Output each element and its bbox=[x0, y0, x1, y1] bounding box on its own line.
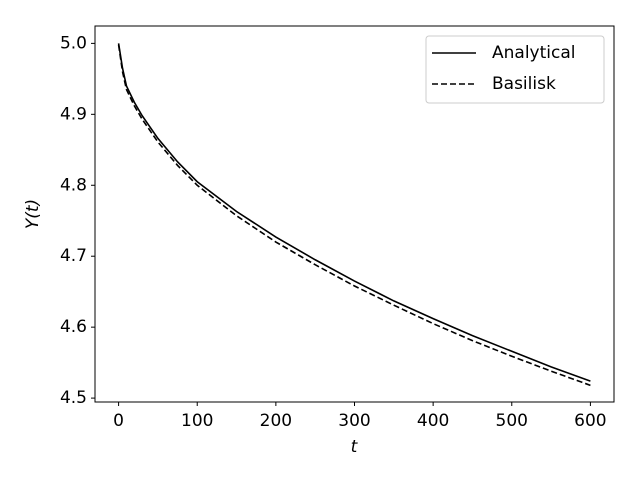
y-axis-label: Y(t) bbox=[23, 199, 43, 229]
x-tick-label: 100 bbox=[181, 411, 213, 431]
y-tick-label: 4.6 bbox=[60, 317, 87, 337]
legend-label: Analytical bbox=[492, 43, 575, 63]
line-series bbox=[117, 44, 591, 387]
x-tick-label: 0 bbox=[113, 411, 124, 431]
y-tick-label: 5.0 bbox=[60, 33, 87, 53]
legend-label: Basilisk bbox=[492, 74, 556, 94]
x-tick-label: 200 bbox=[260, 411, 292, 431]
plot-frame bbox=[94, 25, 615, 403]
y-tick-label: 4.8 bbox=[60, 175, 87, 195]
y-tick-label: 4.7 bbox=[60, 246, 87, 266]
x-tick-label: 500 bbox=[496, 411, 528, 431]
x-tick-label: 400 bbox=[417, 411, 449, 431]
x-tick-label: 600 bbox=[574, 411, 606, 431]
y-tick-label: 4.9 bbox=[60, 104, 87, 124]
y-tick-label: 4.5 bbox=[60, 388, 87, 408]
x-axis-label: t bbox=[351, 437, 359, 457]
line-series bbox=[117, 43, 591, 382]
x-tick-label: 300 bbox=[338, 411, 370, 431]
